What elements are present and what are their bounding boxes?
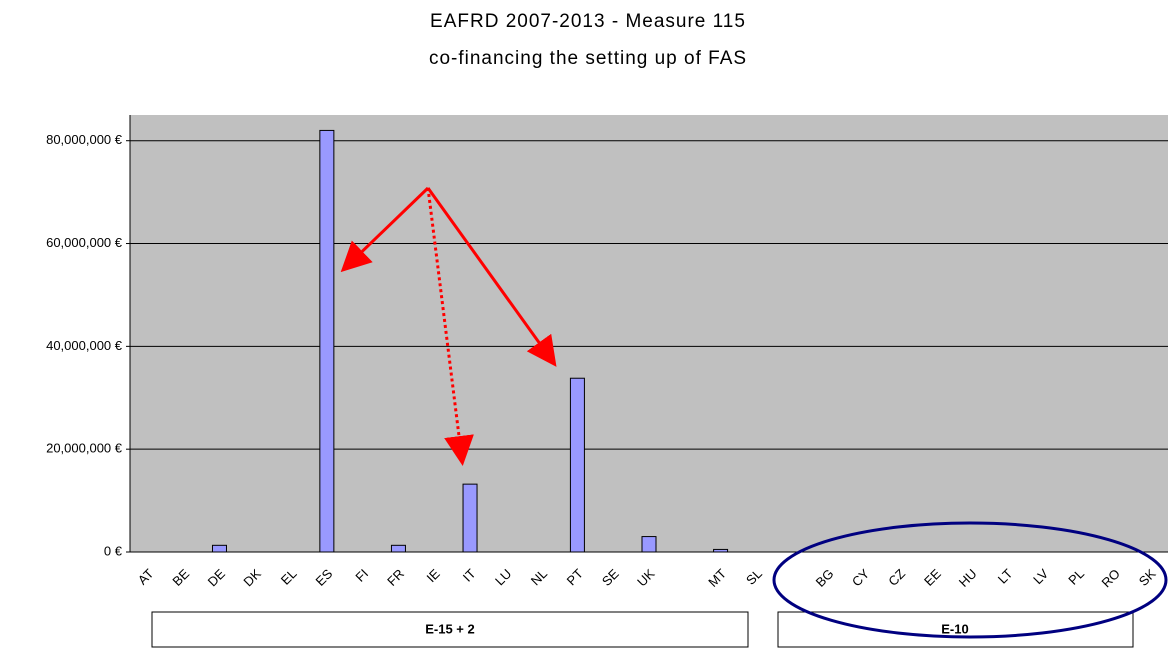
group-box <box>151 611 749 648</box>
x-tick-label: CY <box>849 566 873 590</box>
y-tick-label: 60,000,000 € <box>46 235 123 250</box>
x-tick-label: BG <box>813 566 837 590</box>
plot-area <box>130 115 1168 552</box>
x-tick-label: LT <box>995 566 1016 587</box>
x-tick-label: ES <box>313 566 336 589</box>
bar <box>462 483 478 553</box>
y-tick-label: 40,000,000 € <box>46 338 123 353</box>
bar <box>390 544 406 553</box>
x-tick-label: IE <box>423 566 443 586</box>
x-tick-label: HU <box>956 566 980 590</box>
x-tick-label: SK <box>1136 566 1159 589</box>
chart-title: EAFRD 2007-2013 - Measure 115 <box>430 11 746 32</box>
x-tick-label: CZ <box>885 566 908 589</box>
x-tick-label: MT <box>705 566 729 590</box>
x-tick-label: PL <box>1065 566 1087 588</box>
x-tick-label: EE <box>921 566 944 589</box>
x-tick-label: LU <box>492 566 514 588</box>
x-tick-label: BE <box>169 566 192 589</box>
y-tick-label: 0 € <box>104 543 123 558</box>
chart-subtitle: co-financing the setting up of FAS <box>429 48 747 69</box>
group-label: E-15 + 2 <box>425 621 475 636</box>
x-tick-label: PT <box>564 566 586 588</box>
arrow <box>340 186 430 273</box>
x-tick-label: DE <box>205 566 229 590</box>
bar <box>211 544 227 553</box>
x-tick-label: FI <box>352 566 371 585</box>
x-tick-label: LV <box>1030 566 1051 587</box>
bar <box>319 129 335 553</box>
x-tick-label: DK <box>240 566 264 590</box>
y-tick-label: 20,000,000 € <box>46 441 123 456</box>
x-tick-label: IT <box>460 566 479 585</box>
group-label: E-10 <box>941 621 968 636</box>
arrow <box>426 187 474 466</box>
x-tick-label: FR <box>384 566 407 589</box>
x-tick-label: SL <box>743 566 765 588</box>
x-tick-label: RO <box>1098 566 1122 590</box>
highlight-ellipse <box>772 521 1168 639</box>
y-tick-label: 80,000,000 € <box>46 132 123 147</box>
x-tick-label: AT <box>135 566 157 588</box>
x-tick-label: SE <box>599 566 622 589</box>
x-tick-label: NL <box>528 566 550 588</box>
arrow <box>426 187 557 367</box>
x-tick-label: EL <box>278 566 300 588</box>
x-tick-label: UK <box>634 566 658 590</box>
bar <box>641 536 657 553</box>
bar <box>569 377 585 553</box>
